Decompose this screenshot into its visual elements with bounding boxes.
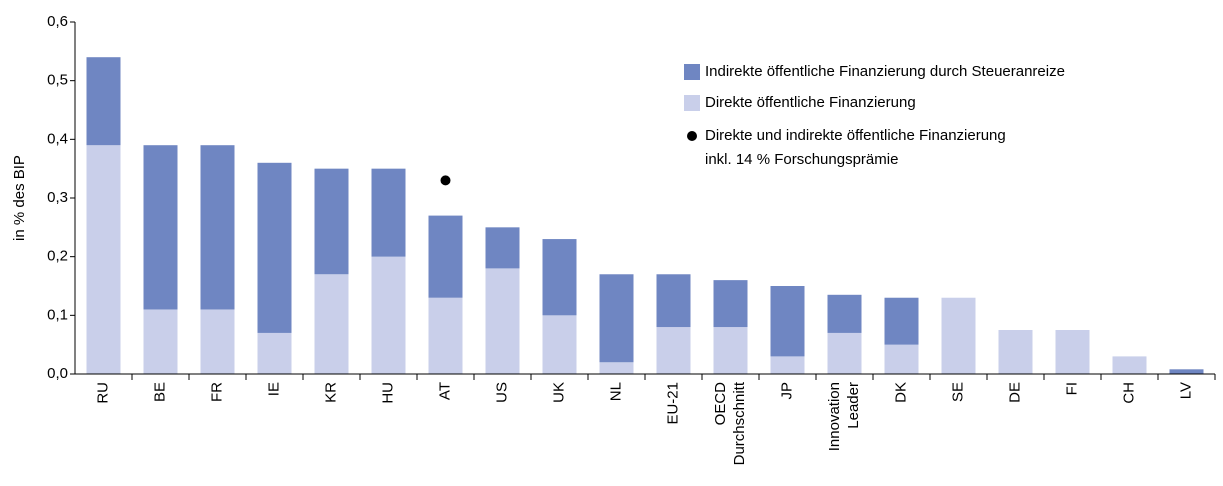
bar-segment	[257, 162, 292, 333]
legend-box	[672, 52, 1164, 182]
x-tick-group: UK	[550, 382, 567, 403]
x-tick-label: IE	[265, 382, 282, 396]
bar-segment	[599, 362, 634, 374]
x-tick-group: NL	[607, 382, 624, 401]
x-tick-label: SE	[949, 382, 966, 402]
x-tick-label: DK	[892, 382, 909, 403]
bar-segment	[371, 168, 406, 257]
y-axis-label: in % des BIP	[11, 155, 28, 241]
bar-segment	[713, 280, 748, 328]
bar-segment	[1112, 356, 1147, 374]
x-tick-label: AT	[436, 382, 453, 400]
dot	[440, 175, 451, 186]
x-tick-group: EU-21	[664, 382, 681, 425]
bar-segment	[314, 274, 349, 374]
bar-segment	[713, 327, 748, 374]
legend-marker	[687, 131, 697, 141]
x-tick-group: HU	[379, 382, 396, 404]
x-tick-group: JP	[778, 382, 795, 400]
bar-segment	[485, 227, 520, 269]
y-tick-label: 0,1	[47, 306, 68, 323]
x-tick-label: DE	[1006, 382, 1023, 403]
x-tick-label: NL	[607, 382, 624, 401]
x-tick-group: DK	[892, 382, 909, 403]
x-tick-group: OECD Durchschnitt	[712, 381, 748, 465]
legend-label: Indirekte öffentliche Finanzierung durch…	[705, 63, 1065, 80]
y-tick-label: 0,0	[47, 365, 68, 382]
x-tick-label: FR	[208, 382, 225, 402]
y-tick-label: 0,4	[47, 130, 68, 147]
bar-segment	[656, 327, 691, 374]
bar-segment	[770, 286, 805, 357]
x-tick-group: FR	[208, 382, 225, 402]
x-tick-label: BE	[151, 382, 168, 402]
x-tick-label: HU	[379, 382, 396, 404]
x-tick-label: UK	[550, 382, 567, 403]
x-tick-group: US	[493, 382, 510, 403]
legend-swatch	[684, 95, 700, 111]
bar-segment	[371, 256, 406, 374]
bar-segment	[542, 315, 577, 374]
legend-label: Direkte öffentliche Finanzierung	[705, 94, 916, 111]
x-tick-group: BE	[151, 382, 168, 402]
bar-segment	[884, 297, 919, 345]
x-tick-label: OECD Durchschnitt	[712, 381, 748, 465]
bar-segment	[827, 332, 862, 374]
bar-segment	[827, 294, 862, 333]
y-tick-label: 0,5	[47, 72, 68, 89]
x-tick-label: KR	[322, 382, 339, 403]
y-tick-label: 0,2	[47, 248, 68, 265]
bar-segment	[542, 239, 577, 316]
x-tick-group: DE	[1006, 382, 1023, 403]
x-tick-group: IE	[265, 382, 282, 396]
x-tick-label: LV	[1177, 382, 1194, 399]
x-tick-group: KR	[322, 382, 339, 403]
bar-segment	[257, 332, 292, 374]
bar-segment	[200, 309, 235, 374]
y-tick-label: 0,3	[47, 189, 68, 206]
x-tick-group: AT	[436, 382, 453, 400]
bar-segment	[143, 145, 178, 310]
bar-segment	[884, 344, 919, 374]
bar-segment	[200, 145, 235, 310]
x-tick-label: JP	[778, 382, 795, 400]
x-tick-label: CH	[1120, 382, 1137, 404]
bar-segment	[143, 309, 178, 374]
bar-segment	[599, 274, 634, 363]
x-tick-label: US	[493, 382, 510, 403]
bar-segment	[428, 215, 463, 298]
bar-segment	[86, 145, 121, 374]
y-tick-label: 0,6	[47, 13, 68, 30]
bar-segment	[1169, 369, 1204, 374]
bar-segment	[656, 274, 691, 328]
x-tick-label: Innovation Leader	[826, 382, 862, 451]
x-tick-label: EU-21	[664, 382, 681, 425]
x-tick-group: RU	[94, 382, 111, 404]
bar-segment	[998, 330, 1033, 374]
bar-segment	[86, 57, 121, 146]
bar-segment	[314, 168, 349, 275]
x-tick-group: FI	[1063, 382, 1080, 395]
x-tick-label: FI	[1063, 382, 1080, 395]
bar-segment	[941, 297, 976, 374]
x-tick-group: LV	[1177, 382, 1194, 399]
legend-swatch	[684, 64, 700, 80]
x-tick-group: SE	[949, 382, 966, 402]
bar-segment	[485, 268, 520, 374]
x-tick-group: Innovation Leader	[826, 382, 862, 451]
legend-label: Direkte und indirekte öffentliche Finanz…	[705, 127, 1006, 168]
bar-segment	[1055, 330, 1090, 374]
x-tick-group: CH	[1120, 382, 1137, 404]
bar-segment	[428, 297, 463, 374]
bar-segment	[770, 356, 805, 374]
x-tick-label: RU	[94, 382, 111, 404]
